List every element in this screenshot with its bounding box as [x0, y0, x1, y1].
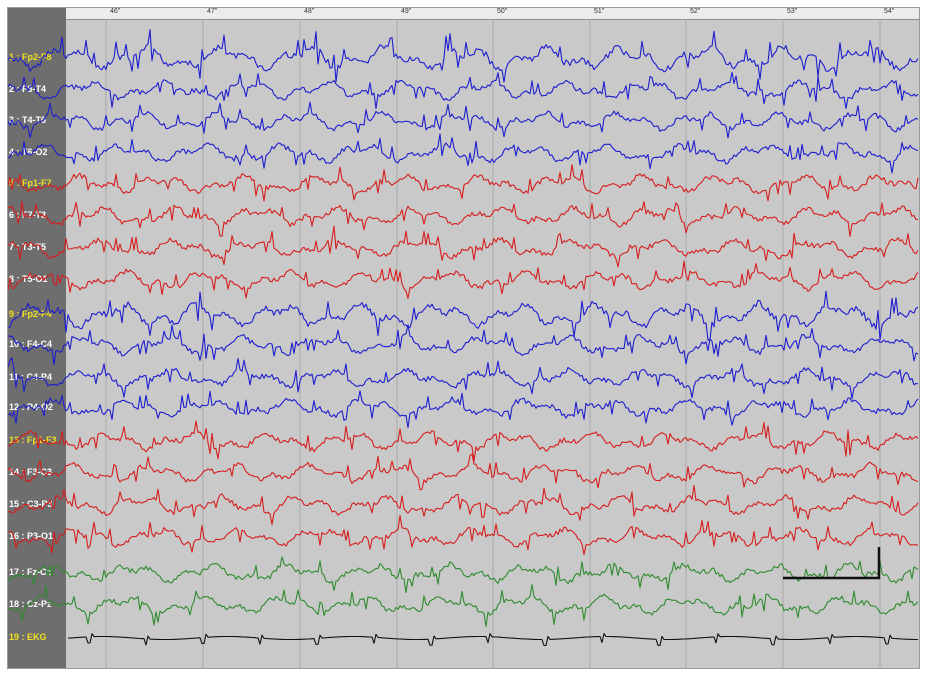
- channel-label[interactable]: 3 : T4-T6: [9, 115, 47, 125]
- time-tick-label: 49": [401, 8, 412, 15]
- eeg-viewer-window: 46" 47" 48" 49" 50" 51" 52" 53" 54" 1 : Fp2-F8 2 …: [7, 7, 920, 669]
- eeg-trace: [8, 514, 919, 556]
- eeg-trace: [8, 324, 919, 366]
- time-tick-label: 48": [304, 8, 315, 15]
- channel-label[interactable]: 6 : F7-T3: [9, 210, 47, 220]
- eeg-trace: [8, 357, 919, 400]
- channel-label[interactable]: 15 : C3-P3: [9, 499, 53, 509]
- time-tick-label: 53": [787, 8, 798, 15]
- channel-label[interactable]: 14 : F3-C3: [9, 467, 53, 477]
- time-tick-label: 47": [207, 8, 218, 15]
- eeg-trace: [8, 290, 919, 341]
- eeg-trace: [8, 556, 919, 594]
- time-tick-label: 54": [884, 8, 895, 15]
- eeg-trace: [8, 164, 919, 202]
- channel-label[interactable]: 7 : T3-T5: [9, 242, 47, 252]
- eeg-trace: [8, 484, 919, 526]
- time-tick-label: 50": [497, 8, 508, 15]
- eeg-trace: [8, 225, 919, 268]
- channel-label[interactable]: 5 : Fp1-F7: [9, 178, 52, 188]
- eeg-trace: [8, 420, 919, 462]
- time-tick-label: 52": [690, 8, 701, 15]
- eeg-trace: [8, 101, 919, 139]
- eeg-trace: [8, 260, 919, 299]
- eeg-trace: [8, 200, 919, 237]
- eeg-trace: [67, 632, 918, 647]
- eeg-trace: [8, 390, 919, 429]
- channel-label[interactable]: 4 : T6-O2: [9, 147, 48, 157]
- eeg-trace: [8, 453, 919, 491]
- channel-label[interactable]: 10 : F4-C4: [9, 339, 53, 349]
- channel-label[interactable]: 19 : EKG: [9, 632, 47, 642]
- time-tick-label: 51": [594, 8, 605, 15]
- eeg-trace: [8, 29, 919, 83]
- channel-label[interactable]: 8 : T5-O1: [9, 274, 48, 284]
- eeg-trace: [8, 584, 919, 628]
- channel-label[interactable]: 16 : P3-O1: [9, 531, 54, 541]
- time-tick-label: 46": [110, 8, 121, 15]
- eeg-trace-area: [8, 19, 919, 668]
- channel-label[interactable]: 1 : Fp2-F8: [9, 52, 52, 62]
- channel-label[interactable]: 9 : Fp2-F4: [9, 309, 52, 319]
- eeg-trace: [8, 133, 919, 174]
- channel-label[interactable]: 13 : Fp1-F3: [9, 435, 57, 445]
- channel-label[interactable]: 17 : Fz-Cz: [9, 567, 52, 577]
- calibration-marker-icon: [783, 547, 881, 580]
- channel-label[interactable]: 11 : C4-P4: [9, 372, 53, 382]
- eeg-trace: [8, 71, 919, 110]
